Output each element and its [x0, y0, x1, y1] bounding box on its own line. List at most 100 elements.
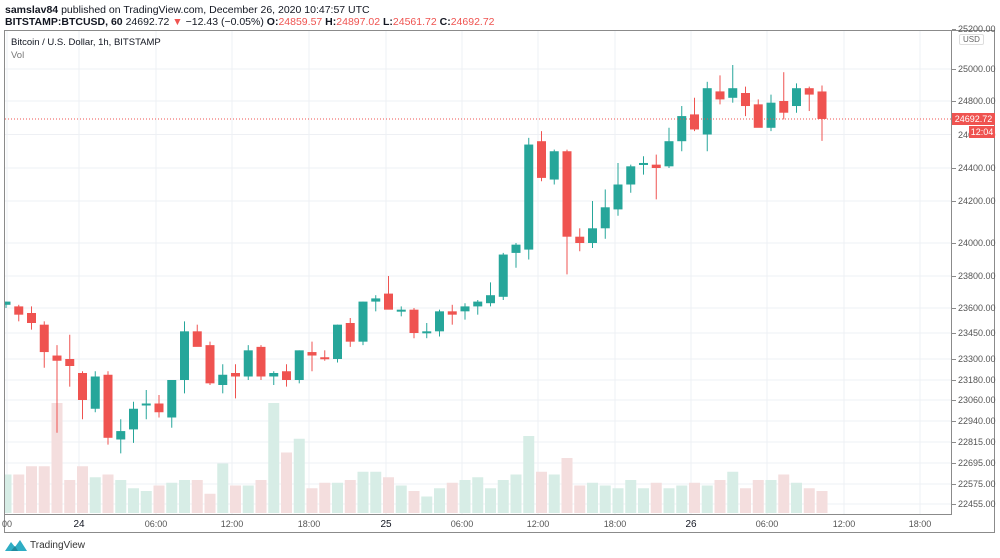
candle-body — [167, 380, 177, 418]
volume-bar — [332, 482, 343, 513]
close-value: 24692.72 — [450, 16, 495, 28]
candle-body — [396, 309, 406, 312]
candle-body — [256, 346, 266, 377]
candle-body — [371, 298, 381, 302]
volume-bar — [115, 480, 127, 513]
time-tick-label: 00 — [1, 519, 13, 529]
price-tick-label: 23300.00 — [958, 354, 996, 364]
brand-name: TradingView — [30, 539, 86, 551]
candle-body — [269, 373, 279, 377]
low-label: L: — [382, 16, 393, 28]
candle-body — [549, 151, 559, 180]
volume-bar — [140, 491, 152, 513]
candle-body — [384, 293, 393, 310]
candle-body — [651, 164, 661, 168]
price-tick-mark — [952, 276, 956, 277]
price-tick-label: 23060.00 — [958, 395, 996, 405]
volume-bar — [548, 474, 560, 513]
candle-body — [753, 104, 763, 128]
symbol-info: BITSTAMP:BTCUSD, 60 24692.72 ▼ −12.43 (−… — [5, 16, 495, 28]
candle-body — [409, 309, 419, 333]
price-tick-label: 25200.00 — [958, 24, 996, 34]
price-tick-mark — [952, 69, 956, 70]
time-tick-label: 26 — [685, 519, 697, 530]
volume-bar — [587, 482, 598, 513]
volume-bar — [64, 480, 76, 513]
candlestick-chart[interactable] — [5, 31, 952, 515]
price-axis[interactable]: USD 25200.00 25000.00 24800.00 24400.00 2420… — [952, 24, 996, 515]
chart-legend: Bitcoin / U.S. Dollar, 1h, BITSTAMP Vol — [11, 36, 161, 62]
candle-body — [333, 324, 342, 359]
volume-bar — [676, 485, 688, 513]
candle-body — [804, 88, 814, 95]
time-axis[interactable]: 00 24 06:00 12:00 18:00 25 06:00 12:00 18:00 26 06… — [1, 515, 952, 533]
volume-bar — [395, 485, 407, 513]
volume-bar — [38, 466, 50, 513]
price-tick-mark — [952, 504, 956, 505]
candle-body — [358, 301, 368, 342]
price-tick-mark — [952, 308, 956, 309]
volume-bar — [408, 491, 420, 513]
volume-bar — [727, 471, 739, 513]
candle-body — [460, 306, 470, 312]
candle-body — [116, 431, 126, 440]
candle-body — [435, 311, 444, 332]
published-text: published on TradingView.com, December 2… — [61, 4, 370, 16]
price-tick-mark — [952, 463, 956, 464]
tradingview-logo[interactable]: TradingView — [5, 539, 85, 551]
candle-body — [5, 301, 11, 305]
candle-body — [90, 376, 100, 409]
price-tick-label: 24000.00 — [958, 238, 996, 248]
price-tick-label: 24800.00 — [958, 96, 996, 106]
volume-bar — [459, 480, 471, 513]
high-label: H: — [325, 16, 337, 28]
volume-bar — [128, 488, 139, 513]
volume-bar — [421, 496, 433, 513]
price-tick-label: 24400.00 — [958, 163, 996, 173]
price-tick-mark — [952, 168, 956, 169]
candle-body — [677, 116, 687, 142]
volume-bar — [510, 474, 522, 513]
candle-body — [562, 151, 572, 237]
volume-bar — [574, 485, 586, 513]
chart-title[interactable]: Bitcoin / U.S. Dollar, 1h, BITSTAMP — [11, 37, 161, 48]
chart-plot-area[interactable]: Bitcoin / U.S. Dollar, 1h, BITSTAMP Vol — [5, 31, 952, 515]
price-tick-mark — [952, 333, 956, 334]
time-tick-label: 06:00 — [450, 519, 474, 529]
candle-body — [243, 350, 253, 377]
candle-body — [779, 101, 789, 113]
volume-bar — [714, 480, 726, 513]
price-tick-label: 23800.00 — [958, 271, 996, 281]
publish-info: samslav84 published on TradingView.com, … — [5, 4, 370, 16]
candle-body — [639, 162, 648, 165]
volume-bar — [166, 482, 178, 513]
candle-body — [792, 88, 801, 107]
open-value: 24859.57 — [278, 16, 323, 28]
candle-body — [486, 295, 495, 304]
volume-legend[interactable]: Vol — [11, 50, 25, 61]
time-tick-label: 12:00 — [220, 519, 244, 529]
down-arrow-icon: ▼ — [172, 16, 183, 28]
candle-body — [664, 141, 674, 167]
time-tick-label: 25 — [380, 519, 392, 530]
candle-body — [78, 373, 87, 400]
volume-bar — [778, 474, 790, 513]
publisher-name[interactable]: samslav84 — [5, 4, 59, 16]
time-tick-label: 18:00 — [297, 519, 321, 529]
price-tick-mark — [952, 421, 956, 422]
currency-label[interactable]: USD — [959, 34, 984, 45]
volume-bar — [650, 482, 662, 513]
volume-bar — [242, 485, 254, 513]
volume-bar — [281, 452, 292, 513]
price-tick-label: 22455.00 — [958, 499, 996, 509]
candle-body — [613, 184, 623, 210]
candle-body — [154, 403, 164, 413]
price-tick-label: 22940.00 — [958, 416, 996, 426]
time-tick-label: 18:00 — [603, 519, 627, 529]
candle-body — [447, 311, 457, 315]
candle-body — [320, 357, 330, 360]
tradingview-logo-icon — [5, 540, 27, 551]
symbol-label: BITSTAMP:BTCUSD, 60 — [5, 16, 123, 28]
candle-body — [511, 244, 521, 253]
price-tick-mark — [952, 101, 956, 102]
